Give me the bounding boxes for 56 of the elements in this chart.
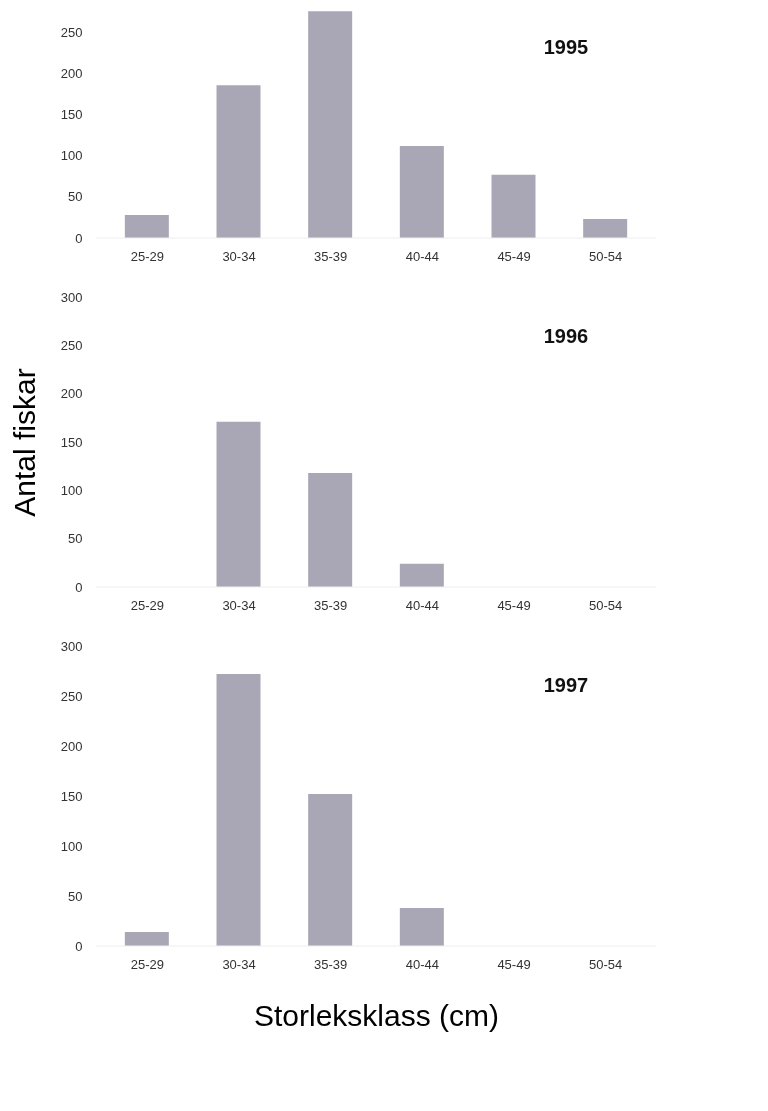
x-tick-label: 25-29	[130, 248, 164, 264]
bar	[308, 472, 353, 587]
y-axis-title: Antal fiskar	[7, 368, 41, 517]
annotation: 1995	[543, 36, 589, 58]
x-tick-label: 45-49	[497, 248, 531, 264]
x-tick-label: 50-54	[589, 597, 623, 613]
x-tick-label: 50-54	[589, 248, 623, 264]
bar	[124, 932, 169, 946]
x-tick-label: 30-34	[222, 248, 256, 264]
x-tick-label: 30-34	[222, 956, 256, 972]
annotation: 1997	[543, 674, 589, 696]
bar	[583, 219, 628, 238]
y-tick-label: 150	[60, 434, 83, 450]
y-tick-label: 0	[75, 579, 83, 595]
x-tick-label: 25-29	[130, 956, 164, 972]
x-tick-label: 45-49	[497, 956, 531, 972]
x-tick-label: 30-34	[222, 597, 256, 613]
y-tick-label: 50	[68, 531, 83, 547]
x-tick-label: 40-44	[405, 248, 439, 264]
y-tick-label: 250	[60, 25, 83, 41]
y-tick-label: 200	[60, 738, 83, 754]
y-tick-label: 100	[60, 482, 83, 498]
bar	[308, 794, 353, 946]
x-tick-label: 35-39	[314, 956, 348, 972]
y-tick-label: 0	[75, 938, 83, 954]
y-tick-label: 100	[60, 148, 83, 164]
bar	[399, 563, 444, 587]
y-tick-label: 250	[60, 337, 83, 353]
bar	[124, 215, 169, 238]
x-tick-label: 40-44	[405, 956, 439, 972]
y-tick-label: 200	[60, 386, 83, 402]
y-tick-label: 100	[60, 838, 83, 854]
y-tick-label: 50	[68, 189, 83, 205]
x-tick-label: 35-39	[314, 597, 348, 613]
y-tick-label: 200	[60, 66, 83, 82]
y-tick-label: 300	[60, 289, 83, 305]
bar	[216, 674, 261, 946]
y-tick-label: 300	[60, 638, 83, 654]
bar	[308, 11, 353, 238]
bar	[491, 174, 536, 238]
x-tick-label: 35-39	[314, 248, 348, 264]
annotation: 1996	[543, 325, 589, 347]
y-tick-label: 250	[60, 688, 83, 704]
y-tick-label: 150	[60, 788, 83, 804]
x-tick-label: 50-54	[589, 956, 623, 972]
y-tick-label: 50	[68, 888, 83, 904]
x-tick-label: 45-49	[497, 597, 531, 613]
y-tick-label: 0	[75, 230, 83, 246]
y-tick-label: 150	[60, 107, 83, 123]
bar	[216, 85, 261, 238]
bar	[216, 421, 261, 587]
x-tick-label: 40-44	[405, 597, 439, 613]
bar	[399, 146, 444, 238]
x-axis-title: Storleksklass (cm)	[253, 998, 500, 1032]
x-tick-label: 25-29	[130, 597, 164, 613]
bar	[399, 908, 444, 946]
